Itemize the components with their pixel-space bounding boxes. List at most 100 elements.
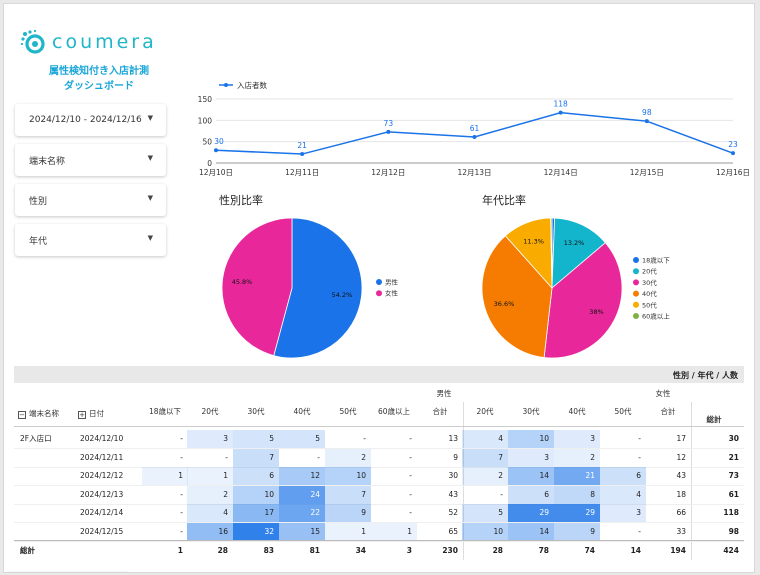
table-cell: 66 <box>676 508 686 517</box>
legend-swatch <box>633 268 639 275</box>
dashboard-title-line-1: 属性検知付き入店計測 <box>49 66 149 77</box>
row-date-label: 2024/12/12 <box>80 471 124 480</box>
table-cell: 10 <box>508 430 554 448</box>
row-total-cell: 21 <box>728 452 739 462</box>
column-header[interactable]: 合計 <box>432 407 448 416</box>
table-cell: - <box>409 471 412 480</box>
age-filter-label: 年代 <box>29 236 48 247</box>
device-name-filter[interactable]: 端末名称 ▼ <box>15 144 166 176</box>
data-label: 118 <box>554 100 569 109</box>
column-header[interactable]: 20代 <box>201 407 219 416</box>
column-separator <box>463 402 464 560</box>
data-point <box>386 129 391 134</box>
table-cell: 3 <box>600 504 646 522</box>
x-tick-label: 12月14日 <box>544 168 578 177</box>
table-cell: - <box>180 452 183 462</box>
table-cell: 4 <box>600 485 646 504</box>
column-header[interactable]: 30代 <box>247 407 265 416</box>
legend-label: 30代 <box>642 278 657 287</box>
table-cell: - <box>638 526 641 536</box>
totals-cell: 28 <box>217 546 228 555</box>
column-header[interactable]: 20代 <box>476 407 494 416</box>
slice-label: 54.2% <box>332 291 353 299</box>
table-cell: 43 <box>448 489 458 499</box>
totals-cell: 14 <box>630 546 641 555</box>
legend-label: 入店者数 <box>237 80 267 90</box>
data-label: 73 <box>384 119 394 128</box>
date-range-filter[interactable]: 2024/12/10 - 2024/12/16 ▼ <box>15 104 166 136</box>
row-date-label: 2024/12/10 <box>80 434 124 443</box>
legend-label: 男性 <box>385 278 399 287</box>
row-date-label: 2024/12/13 <box>80 489 124 499</box>
totals-cell: 83 <box>263 546 274 555</box>
table-cell: 17 <box>233 504 279 522</box>
dashboard-title-line-2: ダッシュボード <box>64 81 134 92</box>
table-cell: 14 <box>508 522 554 541</box>
totals-cell: 74 <box>584 546 595 555</box>
column-header[interactable]: 合計 <box>660 407 676 416</box>
table-cell: - <box>180 489 183 499</box>
table-cell: 5 <box>233 430 279 448</box>
x-tick-label: 12月15日 <box>630 168 664 177</box>
row-date-label: 2024/12/14 <box>80 508 124 517</box>
table-cell: - <box>363 434 366 443</box>
legend-swatch <box>633 290 639 297</box>
x-tick-label: 12月13日 <box>457 168 491 177</box>
totals-cell: 194 <box>670 546 686 555</box>
pie-slice <box>551 217 606 289</box>
header-divider <box>14 426 744 427</box>
dropdown-caret-icon: ▼ <box>147 114 153 122</box>
visitor-line-chart: 0 50 100 150 12月10日 12月11日 12月12日 12月13日 12月14日 1… <box>198 80 750 177</box>
row-date-label: 2024/12/11 <box>80 452 124 462</box>
legend-swatch <box>633 301 639 308</box>
coumera-logo-icon <box>20 29 45 54</box>
table-cell: 3 <box>508 448 554 467</box>
legend-label: 18歳以下 <box>642 256 670 265</box>
table-cell: 6 <box>600 467 646 485</box>
column-header[interactable]: 18歳以下 <box>148 407 182 416</box>
table-cell: - <box>409 508 412 517</box>
column-header[interactable]: 40代 <box>568 407 586 416</box>
total-column-header[interactable]: 総計 <box>706 415 722 424</box>
table-cell: 2 <box>325 448 371 467</box>
table-cell: 4 <box>462 430 508 448</box>
table-cell: - <box>180 508 183 517</box>
column-header[interactable]: 50代 <box>339 407 357 416</box>
column-header[interactable]: 60歳以上 <box>377 407 411 416</box>
totals-cell: 1 <box>177 546 183 555</box>
row-total-cell: 118 <box>723 508 739 517</box>
column-header[interactable]: 30代 <box>522 407 540 416</box>
table-cell: 3 <box>187 430 233 448</box>
row-device-label: 2F入店口 <box>20 434 52 443</box>
column-header[interactable]: 50代 <box>614 407 632 416</box>
data-point <box>472 134 477 139</box>
totals-cell: 3 <box>406 546 412 555</box>
table-cell: 4 <box>187 504 233 522</box>
y-tick-label: 50 <box>202 138 212 147</box>
column-group-male: 男性 <box>436 389 452 398</box>
table-cell: 65 <box>448 526 458 536</box>
row-dim-device-header[interactable]: − 端末名称 <box>18 409 59 419</box>
table-cell: 32 <box>233 522 279 541</box>
row-divider <box>14 448 744 449</box>
row-divider <box>14 503 744 505</box>
data-label: 98 <box>642 108 652 117</box>
data-point <box>214 148 218 153</box>
table-cell: 30 <box>448 471 458 480</box>
brand-name: coumera <box>52 31 157 53</box>
row-total-cell: 73 <box>728 471 739 480</box>
column-header[interactable]: 40代 <box>293 407 311 416</box>
table-cell: 18 <box>676 489 686 499</box>
table-cell: 1 <box>371 522 417 541</box>
table-cell: 6 <box>508 485 554 504</box>
slice-label: 36.6% <box>494 300 515 308</box>
data-point <box>731 151 735 156</box>
table-cell: 17 <box>676 434 686 443</box>
row-dim-date-header[interactable]: + 日付 <box>78 409 104 419</box>
row-device-label <box>14 449 74 467</box>
gender-filter-label: 性別 <box>29 196 48 207</box>
gender-filter[interactable]: 性別 ▼ <box>15 184 166 216</box>
pivot-table-header: 性別 / 年代 / 人数 <box>673 371 738 380</box>
age-filter[interactable]: 年代 ▼ <box>15 224 166 256</box>
table-cell: - <box>409 452 412 462</box>
